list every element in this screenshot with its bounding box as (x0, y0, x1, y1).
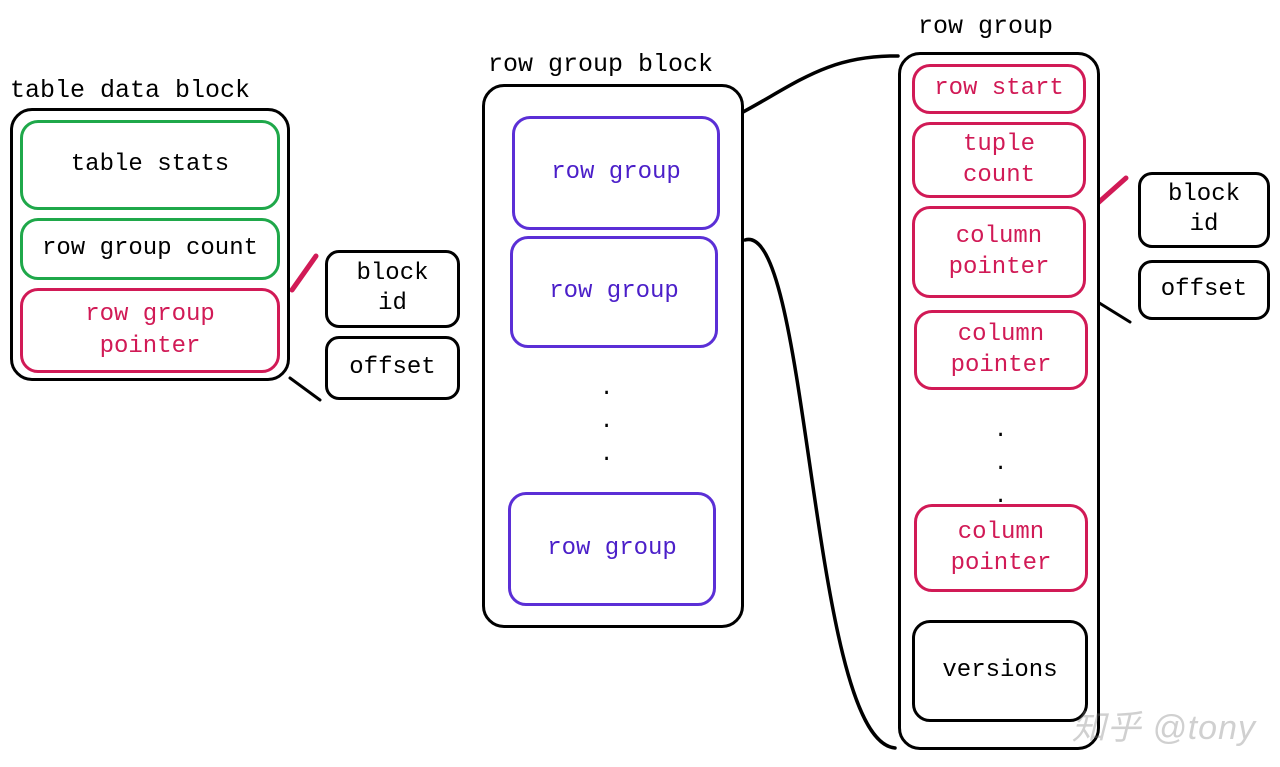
label: tuple count (923, 129, 1075, 191)
offset-annotation-right: offset (1138, 260, 1270, 320)
table-stats-box: table stats (20, 120, 280, 210)
label: row group pointer (31, 299, 269, 361)
row-group-dots: . . . (994, 414, 1007, 513)
block-id-annotation-right: block id (1138, 172, 1270, 248)
offset-annotation-left: offset (325, 336, 460, 400)
column-pointer-box-2: column pointer (914, 310, 1088, 390)
row-group-box-1: row group (512, 116, 720, 230)
column-pointer-box-3: column pointer (914, 504, 1088, 592)
label: row group (547, 533, 677, 564)
label: column pointer (925, 517, 1077, 579)
label: offset (349, 353, 435, 383)
label: row group count (42, 233, 258, 264)
label: offset (1161, 275, 1247, 305)
row-start-box: row start (912, 64, 1086, 114)
watermark: 知乎 @tony (1072, 700, 1256, 749)
versions-box: versions (912, 620, 1088, 722)
label: column pointer (925, 319, 1077, 381)
label: row group (551, 157, 681, 188)
title-table-data-block: table data block (10, 76, 250, 105)
label: block id (338, 259, 447, 319)
label: versions (942, 655, 1057, 686)
row-group-pointer-box: row group pointer (20, 288, 280, 373)
column-pointer-box-1: column pointer (912, 206, 1086, 298)
title-row-group: row group (918, 12, 1053, 41)
row-group-box-2: row group (510, 236, 718, 348)
label: row start (934, 73, 1064, 104)
block-id-annotation-left: block id (325, 250, 460, 328)
row-group-count-box: row group count (20, 218, 280, 280)
title-row-group-block: row group block (488, 50, 713, 79)
row-group-box-3: row group (508, 492, 716, 606)
row-group-block-dots: . . . (600, 372, 613, 471)
label: block id (1151, 180, 1257, 240)
label: table stats (71, 149, 229, 180)
tuple-count-box: tuple count (912, 122, 1086, 198)
label: column pointer (923, 221, 1075, 283)
label: row group (549, 276, 679, 307)
